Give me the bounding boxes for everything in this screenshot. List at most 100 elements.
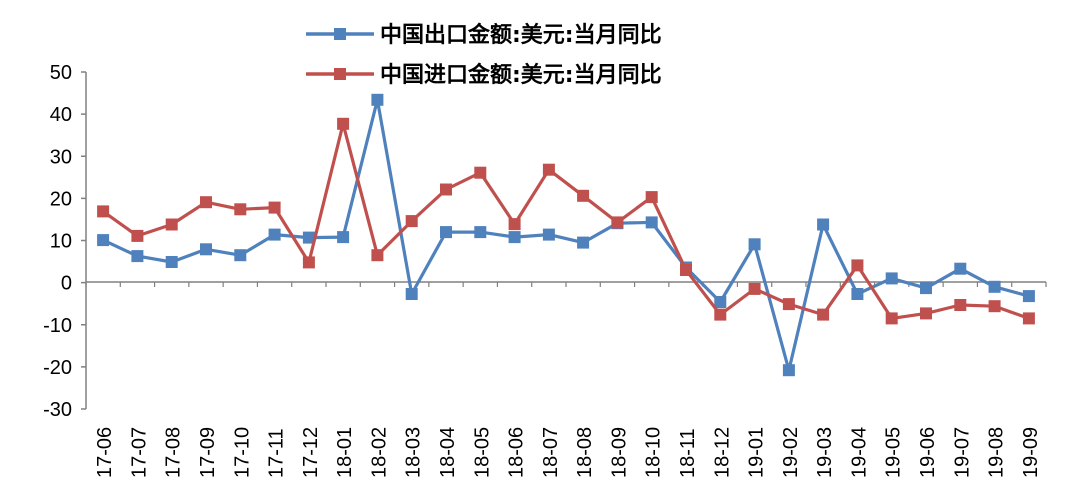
data-point (474, 226, 487, 239)
data-point (680, 264, 692, 276)
data-point (988, 300, 1001, 313)
data-point (234, 249, 247, 262)
data-point (97, 205, 110, 218)
data-point (165, 218, 178, 231)
y-tick-label: -10 (43, 315, 72, 337)
y-tick-label: -20 (43, 357, 72, 379)
x-tick-label: 19-09 (1020, 427, 1042, 478)
data-point (508, 231, 521, 244)
data-point (371, 93, 384, 106)
x-tick-label: 18-10 (643, 427, 665, 478)
legend-item-2: 中国进口金额:美元:当月同比 (306, 62, 662, 88)
data-point (714, 308, 727, 321)
data-point (988, 280, 1001, 293)
x-tick-label: 17-10 (231, 427, 253, 478)
y-tick-label: 0 (61, 273, 72, 295)
data-point (920, 282, 932, 295)
x-tick-label: 17-09 (197, 427, 219, 478)
y-tick-label: 20 (50, 188, 72, 210)
x-tick-label: 17-08 (163, 427, 185, 478)
data-point (337, 117, 350, 130)
data-point (577, 236, 590, 249)
data-point (748, 282, 761, 295)
y-tick-label: 30 (50, 146, 72, 168)
data-point (782, 298, 795, 311)
legend-marker (334, 68, 346, 80)
data-point (954, 262, 967, 275)
y-tick-label: -30 (43, 399, 72, 421)
data-point (817, 308, 830, 321)
data-point (542, 163, 555, 176)
data-point (337, 231, 350, 244)
x-tick-label: 17-06 (94, 427, 116, 478)
x-axis-ticks: 17-06 17-07 17-08 17-09 17-10 17-11 17-12 18-01… (85, 282, 1047, 478)
series-1 (97, 93, 1035, 377)
x-tick-label: 19-04 (848, 427, 870, 478)
data-point (405, 288, 418, 300)
data-point (851, 288, 864, 300)
y-axis-ticks: 50 40 30 20 10 0 -10 -20 -30 (43, 62, 86, 421)
data-point (234, 203, 247, 216)
x-tick-label: 19-02 (780, 427, 802, 478)
x-tick-label: 18-08 (574, 427, 596, 478)
data-point (371, 249, 384, 262)
data-point (165, 256, 178, 268)
data-point (1022, 290, 1035, 303)
x-tick-label: 18-07 (540, 427, 562, 478)
chart-axes (85, 72, 1046, 409)
data-point (817, 218, 830, 231)
x-tick-label: 19-01 (746, 427, 768, 478)
x-tick-label: 19-05 (883, 427, 905, 478)
data-point (302, 231, 315, 244)
y-tick-label: 10 (50, 231, 72, 253)
x-tick-label: 19-08 (986, 427, 1008, 478)
y-tick-label: 50 (50, 62, 72, 84)
x-tick-label: 19-07 (951, 427, 973, 478)
data-point (645, 191, 658, 204)
x-tick-label: 17-11 (266, 428, 288, 478)
x-tick-label: 18-09 (608, 427, 630, 478)
x-tick-label: 17-12 (300, 427, 322, 478)
data-point (1022, 312, 1035, 325)
data-point (920, 307, 932, 320)
x-tick-label: 19-03 (814, 427, 836, 478)
x-tick-label: 18-02 (368, 427, 390, 478)
legend-label: 中国出口金额:美元:当月同比 (380, 22, 662, 48)
series-line (102, 122, 1030, 320)
data-point (97, 234, 110, 247)
data-point (131, 250, 144, 263)
data-point (645, 216, 658, 229)
series-2 (97, 117, 1035, 325)
data-point (782, 364, 795, 377)
data-point (577, 189, 590, 202)
x-tick-label: 18-12 (711, 427, 733, 478)
data-point (268, 201, 281, 214)
x-tick-label: 18-04 (437, 427, 459, 478)
data-point (885, 312, 898, 325)
x-tick-label: 18-05 (471, 427, 493, 478)
data-point (131, 229, 144, 242)
data-point (954, 299, 967, 311)
y-tick-label: 40 (50, 104, 72, 126)
data-point (885, 272, 898, 285)
x-tick-label: 18-01 (334, 427, 356, 478)
data-point (440, 226, 452, 239)
legend-item-1: 中国出口金额:美元:当月同比 (306, 22, 662, 48)
x-tick-label: 18-03 (403, 427, 425, 478)
x-tick-label: 19-06 (917, 427, 939, 478)
x-tick-label: 17-07 (128, 427, 150, 478)
data-point (611, 216, 624, 229)
data-point (542, 228, 555, 241)
data-point (200, 196, 212, 209)
series-layer (97, 93, 1035, 377)
data-point (851, 259, 864, 272)
series-line (102, 98, 1030, 372)
data-point (748, 238, 761, 251)
data-point (714, 296, 727, 308)
data-point (440, 183, 452, 196)
legend-marker (334, 28, 346, 40)
x-tick-label: 18-11 (677, 428, 699, 478)
data-point (474, 166, 487, 179)
